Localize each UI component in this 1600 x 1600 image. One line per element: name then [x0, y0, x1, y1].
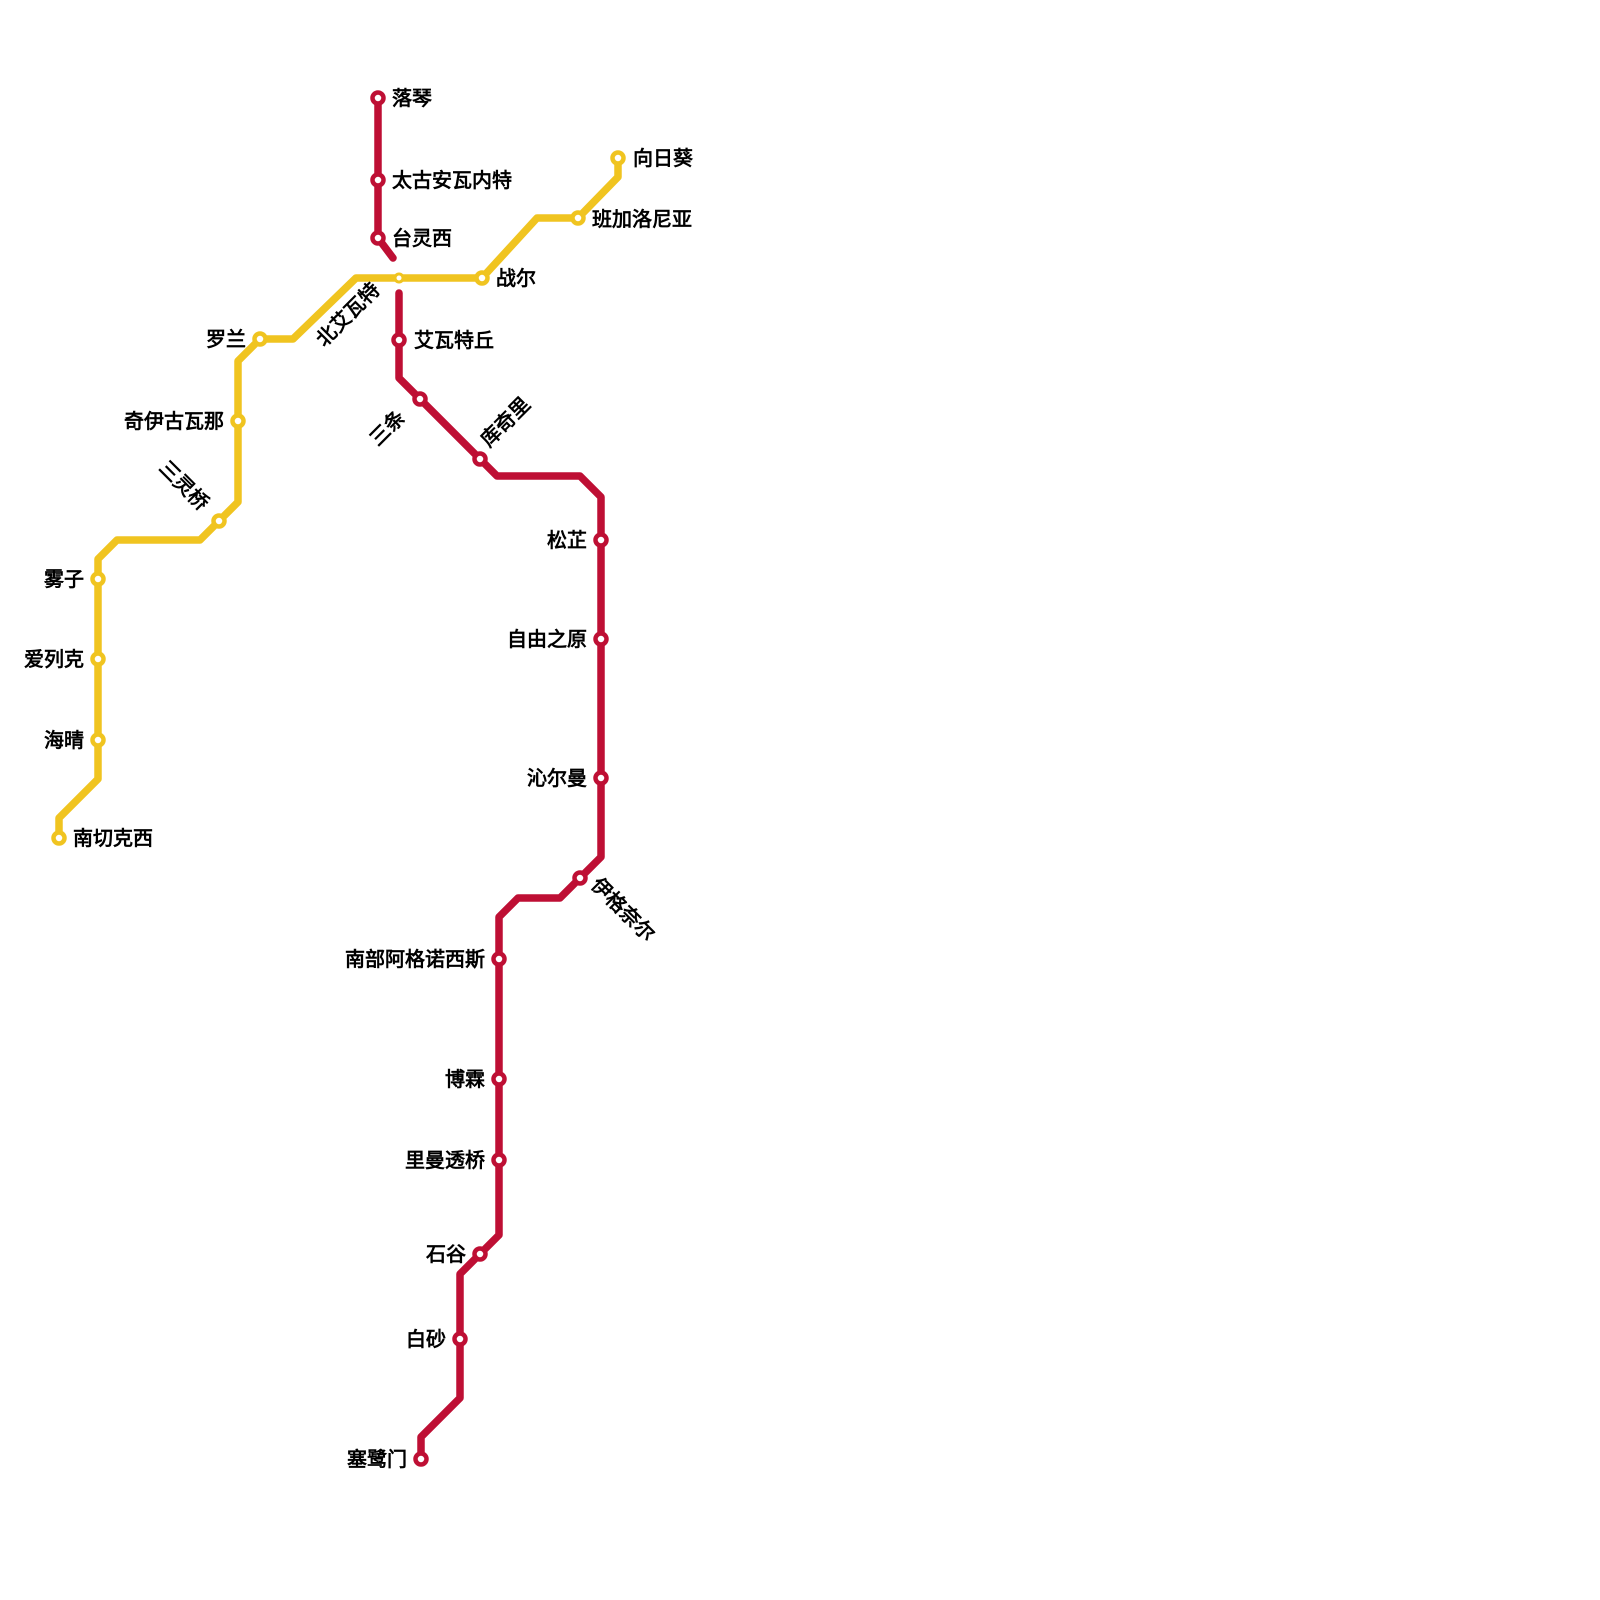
station-班加洛尼亚[interactable] — [570, 210, 586, 226]
station-label-塞鹭门: 塞鹭门 — [347, 1447, 407, 1471]
station-沁尔曼[interactable] — [593, 770, 609, 786]
station-label-沁尔曼: 沁尔曼 — [527, 766, 587, 790]
terminal-station-向日葵[interactable] — [610, 150, 626, 166]
station-里曼透桥[interactable] — [491, 1152, 507, 1168]
station-台灵西[interactable] — [370, 230, 386, 246]
station-石谷[interactable] — [472, 1246, 488, 1262]
station-战尔[interactable] — [474, 270, 490, 286]
terminal-station-落琴[interactable] — [370, 90, 386, 106]
station-label-班加洛尼亚: 班加洛尼亚 — [592, 207, 692, 231]
station-三条[interactable] — [412, 391, 428, 407]
station-爱列克[interactable] — [90, 651, 106, 667]
station-三灵桥[interactable] — [211, 513, 227, 529]
station-label-奇伊古瓦那: 奇伊古瓦那 — [124, 409, 224, 433]
station-艾瓦特丘[interactable] — [391, 332, 407, 348]
station-label-海晴: 海晴 — [44, 728, 84, 752]
station-label-三灵桥: 三灵桥 — [154, 456, 214, 516]
station-label-南切克西: 南切克西 — [73, 826, 153, 850]
station-label-伊格奈尔: 伊格奈尔 — [586, 872, 660, 946]
station-label-自由之原: 自由之原 — [507, 627, 587, 651]
station-label-白砂: 白砂 — [406, 1327, 446, 1351]
station-博霖[interactable] — [491, 1071, 507, 1087]
station-伊格奈尔[interactable] — [572, 870, 588, 886]
station-label-太古安瓦内特: 太古安瓦内特 — [392, 168, 512, 192]
station-label-里曼透桥: 里曼透桥 — [405, 1148, 486, 1172]
station-label-博霖: 博霖 — [445, 1067, 485, 1091]
station-label-库奇里: 库奇里 — [476, 392, 535, 451]
station-label-战尔: 战尔 — [496, 266, 536, 290]
station-库奇里[interactable] — [472, 451, 488, 467]
station-label-爱列克: 爱列克 — [24, 647, 84, 671]
station-罗兰[interactable] — [252, 331, 268, 347]
stations-layer — [51, 90, 626, 1467]
station-自由之原[interactable] — [593, 631, 609, 647]
station-白砂[interactable] — [452, 1331, 468, 1347]
terminal-station-南切克西[interactable] — [51, 830, 67, 846]
station-太古安瓦内特[interactable] — [370, 172, 386, 188]
station-label-石谷: 石谷 — [425, 1242, 467, 1266]
station-label-雾子: 雾子 — [44, 567, 84, 591]
station-label-南部阿格诺西斯: 南部阿格诺西斯 — [345, 947, 485, 971]
station-label-落琴: 落琴 — [392, 86, 433, 110]
red-line-path-2 — [395, 289, 605, 1463]
station-label-松芷: 松芷 — [547, 528, 587, 552]
station-label-罗兰: 罗兰 — [206, 327, 246, 351]
station-label-三条: 三条 — [365, 405, 411, 451]
station-南部阿格诺西斯[interactable] — [491, 951, 507, 967]
station-label-艾瓦特丘: 艾瓦特丘 — [414, 328, 494, 352]
station-label-向日葵: 向日葵 — [633, 146, 694, 170]
station-奇伊古瓦那[interactable] — [230, 413, 246, 429]
station-label-台灵西: 台灵西 — [392, 226, 452, 250]
yellow-line-path-1 — [55, 154, 622, 842]
station-海晴[interactable] — [90, 732, 106, 748]
station-雾子[interactable] — [90, 571, 106, 587]
interchange-station-北艾瓦特[interactable] — [393, 272, 405, 284]
terminal-station-塞鹭门[interactable] — [413, 1451, 429, 1467]
station-松芷[interactable] — [593, 532, 609, 548]
